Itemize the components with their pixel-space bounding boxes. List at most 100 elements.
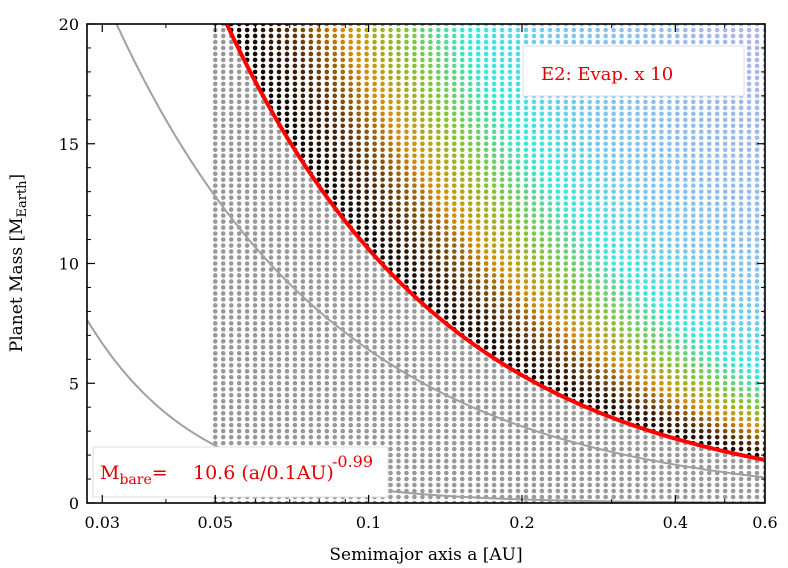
data-point (324, 243, 330, 248)
data-point (683, 416, 688, 422)
data-point (507, 267, 513, 272)
data-point (420, 458, 425, 464)
data-point (611, 279, 616, 284)
data-point (683, 165, 688, 170)
data-point (491, 470, 497, 476)
data-point (555, 237, 561, 242)
data-point (404, 345, 409, 350)
data-point (436, 87, 441, 93)
data-point (571, 309, 577, 314)
data-point (507, 195, 513, 200)
data-point (244, 153, 250, 159)
data-point (276, 69, 282, 75)
data-point (483, 386, 489, 392)
data-point (667, 327, 672, 332)
data-point (539, 171, 545, 176)
data-point (595, 177, 600, 182)
data-point (428, 171, 433, 176)
data-point (587, 398, 593, 404)
data-point (396, 315, 401, 320)
data-point (483, 345, 489, 350)
data-point (372, 51, 377, 57)
data-point (364, 273, 369, 278)
data-point (627, 345, 632, 350)
data-point (420, 464, 425, 470)
data-point (691, 219, 696, 224)
data-point (412, 69, 417, 75)
data-point (691, 27, 696, 33)
data-point (451, 99, 457, 105)
data-point (515, 315, 521, 320)
data-point (436, 261, 441, 266)
data-point (236, 351, 242, 356)
data-point (675, 147, 680, 153)
data-point (555, 117, 561, 123)
data-point (372, 81, 377, 87)
data-point (467, 273, 473, 278)
data-point (260, 177, 266, 182)
data-point (675, 123, 680, 129)
data-point (491, 57, 497, 63)
data-point (523, 249, 529, 254)
data-point (324, 267, 330, 272)
data-point (324, 327, 330, 332)
data-point (683, 183, 688, 188)
data-point (507, 153, 513, 159)
data-point (348, 51, 354, 57)
data-point (659, 279, 664, 284)
data-point (324, 333, 330, 338)
data-point (340, 285, 346, 290)
data-point (643, 237, 648, 242)
data-point (675, 309, 680, 314)
data-point (691, 494, 696, 500)
data-point (356, 93, 361, 99)
data-point (619, 476, 624, 482)
data-point (659, 105, 664, 111)
data-point (698, 362, 704, 368)
data-point (276, 380, 282, 386)
data-point (372, 297, 377, 302)
data-point (459, 105, 465, 111)
data-point (579, 27, 585, 33)
data-point (507, 165, 513, 170)
data-point (420, 213, 425, 218)
data-point (428, 351, 433, 356)
data-point (340, 165, 346, 170)
data-point (404, 255, 409, 260)
data-point (252, 111, 258, 117)
data-point (475, 165, 481, 170)
data-point (412, 57, 417, 63)
data-point (459, 141, 465, 147)
data-point (292, 261, 298, 266)
data-point (420, 39, 425, 45)
data-point (284, 33, 290, 39)
data-point (667, 249, 672, 254)
data-point (300, 141, 306, 147)
data-point (698, 189, 704, 194)
data-point (228, 351, 234, 356)
data-point (324, 291, 330, 296)
data-point (563, 27, 569, 33)
data-point (404, 404, 409, 410)
data-point (308, 428, 314, 434)
data-point (603, 386, 608, 392)
data-point (220, 422, 226, 428)
data-point (483, 27, 489, 33)
data-point (651, 476, 656, 482)
data-point (356, 63, 361, 69)
data-point (659, 39, 664, 45)
data-point (563, 440, 569, 446)
data-point (428, 303, 433, 308)
data-point (515, 153, 521, 159)
data-point (324, 69, 330, 75)
data-point (571, 123, 577, 129)
data-point (651, 141, 656, 147)
data-point (404, 135, 409, 141)
data-point (364, 57, 369, 63)
data-point (683, 285, 688, 290)
data-point (444, 261, 449, 266)
data-point (619, 189, 624, 194)
data-point (428, 177, 433, 182)
data-point (515, 141, 521, 147)
data-point (372, 434, 377, 440)
